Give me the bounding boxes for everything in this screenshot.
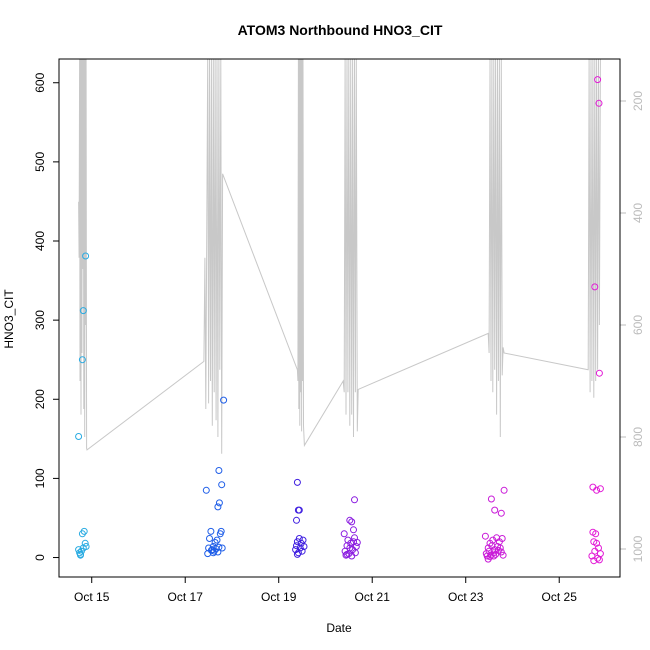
data-point (593, 486, 601, 494)
data-point (596, 485, 604, 493)
data-point (218, 481, 226, 489)
data-point (207, 527, 215, 535)
x-tick-label: Oct 23 (448, 590, 484, 604)
data-point (295, 506, 303, 514)
secondary-tick-label: 200 (631, 91, 645, 111)
data-point (300, 543, 308, 550)
x-tick-label: Oct 19 (261, 590, 297, 604)
pressure-line (78, 58, 601, 454)
data-point (214, 548, 222, 556)
data-point (80, 527, 88, 535)
data-point (498, 535, 506, 542)
data-point (496, 544, 504, 552)
data-point (592, 530, 600, 538)
data-point (484, 544, 492, 552)
data-point (295, 535, 303, 542)
data-point (82, 543, 90, 550)
secondary-tick-label: 600 (631, 315, 645, 335)
y-tick-label: 600 (33, 72, 47, 92)
chart-title: ATOM3 Northbound HNO3_CIT (238, 22, 443, 38)
data-point (486, 553, 494, 561)
y-tick-label: 200 (33, 389, 47, 409)
data-point (79, 307, 87, 315)
secondary-series-layer (78, 58, 601, 454)
data-point (215, 499, 223, 507)
data-point (352, 543, 360, 550)
y-axis-label: HNO3_CIT (2, 289, 16, 349)
secondary-tick-label: 1000 (631, 535, 645, 562)
data-point (351, 496, 358, 504)
data-point (206, 535, 213, 542)
data-point (208, 546, 216, 554)
x-tick-label: Oct 25 (542, 590, 578, 604)
data-point (202, 486, 210, 494)
data-point (214, 503, 222, 511)
y-tick-label: 100 (33, 468, 47, 488)
data-point (77, 551, 84, 559)
data-point (500, 486, 508, 494)
data-point (481, 532, 489, 540)
data-point (209, 549, 217, 557)
data-point (215, 543, 223, 551)
data-point (589, 483, 597, 491)
x-axis-label: Date (326, 621, 352, 635)
data-point (499, 551, 507, 559)
data-point (594, 76, 602, 84)
data-point (218, 544, 226, 552)
data-point (293, 550, 301, 558)
data-point (593, 539, 601, 547)
x-tick-label: Oct 15 (74, 590, 110, 604)
data-point (75, 433, 83, 440)
axes-layer: 0 100 200 300 400 500 600 200 400 600 800 1000 Oct 1… (33, 72, 645, 604)
data-point (594, 554, 602, 562)
data-point (595, 369, 603, 377)
data-point (346, 516, 354, 524)
data-point (489, 536, 497, 544)
y-tick-label: 500 (33, 152, 47, 172)
data-point (220, 396, 228, 404)
data-point (490, 552, 498, 560)
data-point (298, 547, 306, 555)
data-point (497, 509, 505, 517)
data-point (595, 556, 603, 564)
data-point (353, 539, 361, 546)
data-point (293, 478, 301, 486)
secondary-tick-label: 800 (631, 427, 645, 447)
data-point (348, 518, 356, 526)
data-point (213, 536, 221, 544)
data-point (78, 356, 86, 364)
data-point (483, 552, 491, 560)
data-point (294, 549, 302, 557)
data-point (350, 526, 357, 534)
data-point (590, 557, 598, 565)
x-tick-label: Oct 21 (355, 590, 391, 604)
y-tick-label: 400 (33, 231, 47, 251)
data-points-layer (75, 76, 604, 565)
data-point (215, 467, 223, 474)
data-point (217, 527, 225, 535)
data-point (591, 547, 599, 555)
plot-frame (58, 58, 621, 578)
data-point (299, 536, 307, 544)
secondary-tick-label: 400 (631, 203, 645, 223)
data-point (81, 539, 89, 547)
data-point (487, 495, 495, 503)
y-tick-label: 0 (33, 554, 47, 561)
data-point (595, 99, 603, 107)
data-point (340, 530, 348, 538)
data-point (343, 550, 351, 558)
data-point (82, 252, 90, 260)
data-point (591, 283, 599, 291)
y-tick-label: 300 (33, 310, 47, 330)
data-point (293, 516, 300, 524)
x-tick-label: Oct 17 (168, 590, 204, 604)
data-point (491, 506, 499, 514)
